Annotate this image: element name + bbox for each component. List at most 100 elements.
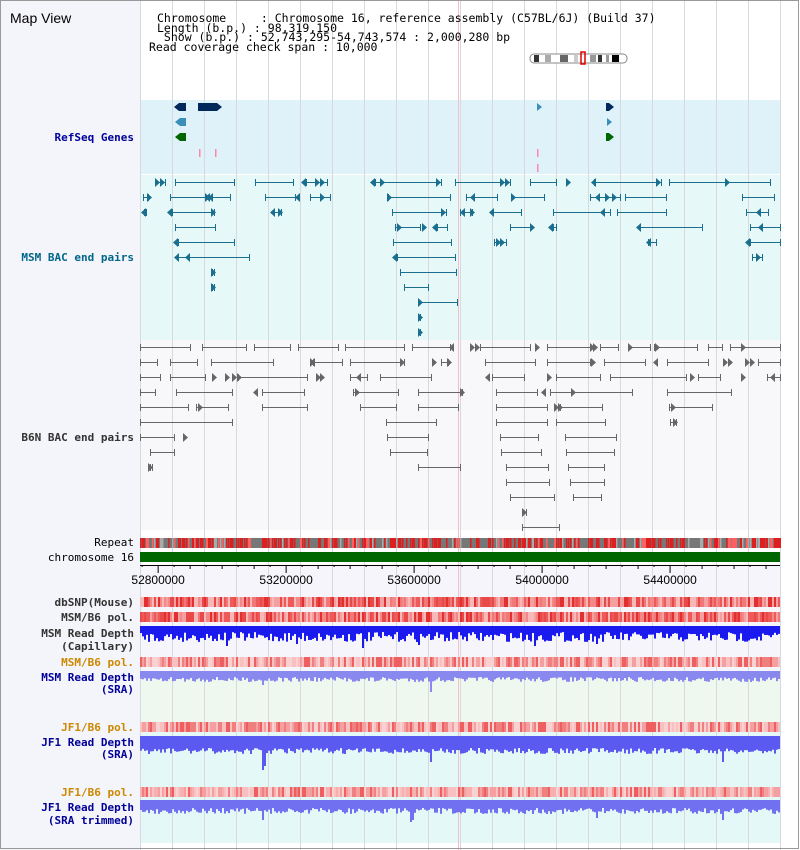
jf1-trimmed-depth-bar bbox=[650, 800, 652, 811]
msm-b6-pol-cell bbox=[630, 612, 632, 622]
jf1-sra-depth-bar bbox=[724, 736, 726, 752]
msm-sra-depth-bar bbox=[180, 671, 182, 680]
jf1-b6-pol-cell bbox=[538, 722, 540, 732]
msm-bac-end-pairs-track[interactable] bbox=[141, 178, 781, 337]
msm-capillary-depth-bar bbox=[234, 626, 236, 634]
msm-b6-pol2-cell bbox=[622, 657, 624, 667]
jf1-sra-depth-bar bbox=[366, 736, 368, 752]
msm-b6-pol-cell bbox=[570, 612, 572, 622]
chromosome-track[interactable] bbox=[140, 552, 780, 562]
jf1-b6-pol2-cell bbox=[704, 787, 706, 797]
jf1-b6-pol2-cell bbox=[246, 787, 248, 797]
msm-sra-depth-bar bbox=[220, 671, 222, 680]
dbsnp-cell bbox=[620, 597, 622, 607]
dbsnp-cell bbox=[326, 597, 328, 607]
repeat-element bbox=[432, 538, 434, 548]
jf1-trimmed-depth-bar bbox=[332, 800, 334, 813]
jf1-b6-pol-cell bbox=[686, 722, 688, 732]
msm-capillary-depth-bar bbox=[750, 626, 752, 639]
jf1-b6-pol2-cell bbox=[546, 787, 548, 797]
jf1-trimmed-depth-bar bbox=[308, 800, 310, 814]
jf1-b6-pol2-cell bbox=[434, 787, 436, 797]
jf1-sra-depth-bar bbox=[568, 736, 570, 754]
repeat-element bbox=[770, 538, 773, 548]
dbsnp-cell bbox=[580, 597, 582, 607]
jf1-b6-pol2-cell bbox=[776, 787, 778, 797]
msm-sra-depth-bar bbox=[330, 671, 332, 678]
jf1-sra-depth-bar bbox=[312, 736, 314, 749]
repeat-element bbox=[396, 538, 398, 548]
jf1-trimmed-depth-bar bbox=[460, 800, 462, 814]
b6n-bac-end-pairs-track[interactable] bbox=[140, 343, 781, 531]
msm-b6-pol2-cell bbox=[588, 657, 590, 667]
msm-capillary-depth-bar bbox=[330, 626, 332, 641]
msm-sra-depth-bar bbox=[570, 671, 572, 678]
repeat-element bbox=[734, 538, 737, 548]
msm-sra-depth-bar bbox=[166, 671, 168, 682]
msm-capillary-depth-bar bbox=[566, 626, 568, 641]
dbsnp-cell bbox=[192, 597, 194, 607]
msm-b6-pol-cell bbox=[198, 612, 200, 622]
jf1-b6-pol2-cell bbox=[498, 787, 500, 797]
jf1-b6-pol-cell bbox=[202, 722, 204, 732]
dbsnp-cell bbox=[722, 597, 724, 607]
dbsnp-cell bbox=[364, 597, 366, 607]
jf1-sra-depth-bar bbox=[306, 736, 308, 750]
jf1-trimmed-depth-bar bbox=[350, 800, 352, 814]
msm-capillary-depth-bar bbox=[568, 626, 570, 641]
jf1-b6-pol-cell bbox=[716, 722, 718, 732]
msm-b6-pol2-cell bbox=[202, 657, 204, 667]
msm-capillary-depth-bar bbox=[368, 626, 370, 633]
msm-sra-depth-bar bbox=[682, 671, 684, 682]
msm-bac-arrow bbox=[208, 193, 213, 202]
repeat-element bbox=[732, 538, 735, 548]
msm-b6-pol2-cell bbox=[566, 657, 568, 667]
jf1-trimmed-depth-bar bbox=[484, 800, 486, 814]
msm-b6-pol2-cell bbox=[472, 657, 474, 667]
msm-b6-pol-cell bbox=[168, 612, 170, 622]
dbsnp-cell bbox=[574, 597, 576, 607]
msm-b6-pol2-cell bbox=[324, 657, 326, 667]
msm-capillary-depth-bar bbox=[682, 626, 684, 642]
jf1-b6-pol2-cell bbox=[418, 787, 420, 797]
msm-b6-pol2-cell bbox=[572, 657, 574, 667]
msm-sra-depth-bar bbox=[554, 671, 556, 678]
chromosome-ideogram[interactable] bbox=[529, 51, 628, 65]
jf1-b6-pol2-cell bbox=[304, 787, 306, 797]
dbsnp-cell bbox=[168, 597, 170, 607]
msm-sra-depth-bar bbox=[266, 671, 268, 681]
msm-b6-pol-cell bbox=[260, 612, 262, 622]
jf1-b6-pol2-cell bbox=[466, 787, 468, 797]
refseq-genes-track[interactable] bbox=[174, 103, 614, 172]
msm-b6-pol-cell bbox=[590, 612, 592, 622]
msm-sra-depth-bar bbox=[696, 671, 698, 680]
msm-b6-pol2-cell bbox=[316, 657, 318, 667]
dbsnp-cell bbox=[280, 597, 282, 607]
jf1-sra-depth-bar bbox=[510, 736, 512, 752]
repeat-element bbox=[634, 538, 636, 548]
jf1-trimmed-depth-bar bbox=[156, 800, 158, 810]
jf1-sra-depth-bar bbox=[742, 736, 744, 753]
jf1-sra-depth-bar bbox=[196, 736, 198, 753]
msm-b6-pol-cell bbox=[688, 612, 690, 622]
jf1-trimmed-depth-bar bbox=[626, 800, 628, 810]
msm-sra-depth-bar bbox=[276, 671, 278, 681]
dbsnp-cell bbox=[210, 597, 212, 607]
jf1-b6-pol2-cell bbox=[488, 787, 490, 797]
msm-capillary-depth-bar bbox=[456, 626, 458, 640]
msm-sra-depth-bar bbox=[292, 671, 294, 678]
msm-capillary-depth-bar bbox=[636, 626, 638, 635]
jf1-b6-pol-cell bbox=[342, 722, 344, 732]
msm-sra-depth-bar bbox=[552, 671, 554, 678]
refseq-gene-arrow bbox=[174, 103, 179, 111]
msm-capillary-depth-bar bbox=[198, 626, 200, 642]
msm-b6-pol-cell bbox=[314, 612, 316, 622]
repeat-track[interactable] bbox=[140, 538, 781, 548]
msm-sra-depth-bar bbox=[156, 671, 158, 680]
dbsnp-cell bbox=[152, 597, 154, 607]
jf1-b6-pol-cell bbox=[210, 722, 212, 732]
msm-sra-depth-bar bbox=[490, 671, 492, 682]
msm-sra-depth-bar bbox=[200, 671, 202, 682]
polymorphism-and-depth-tracks[interactable] bbox=[140, 597, 780, 822]
